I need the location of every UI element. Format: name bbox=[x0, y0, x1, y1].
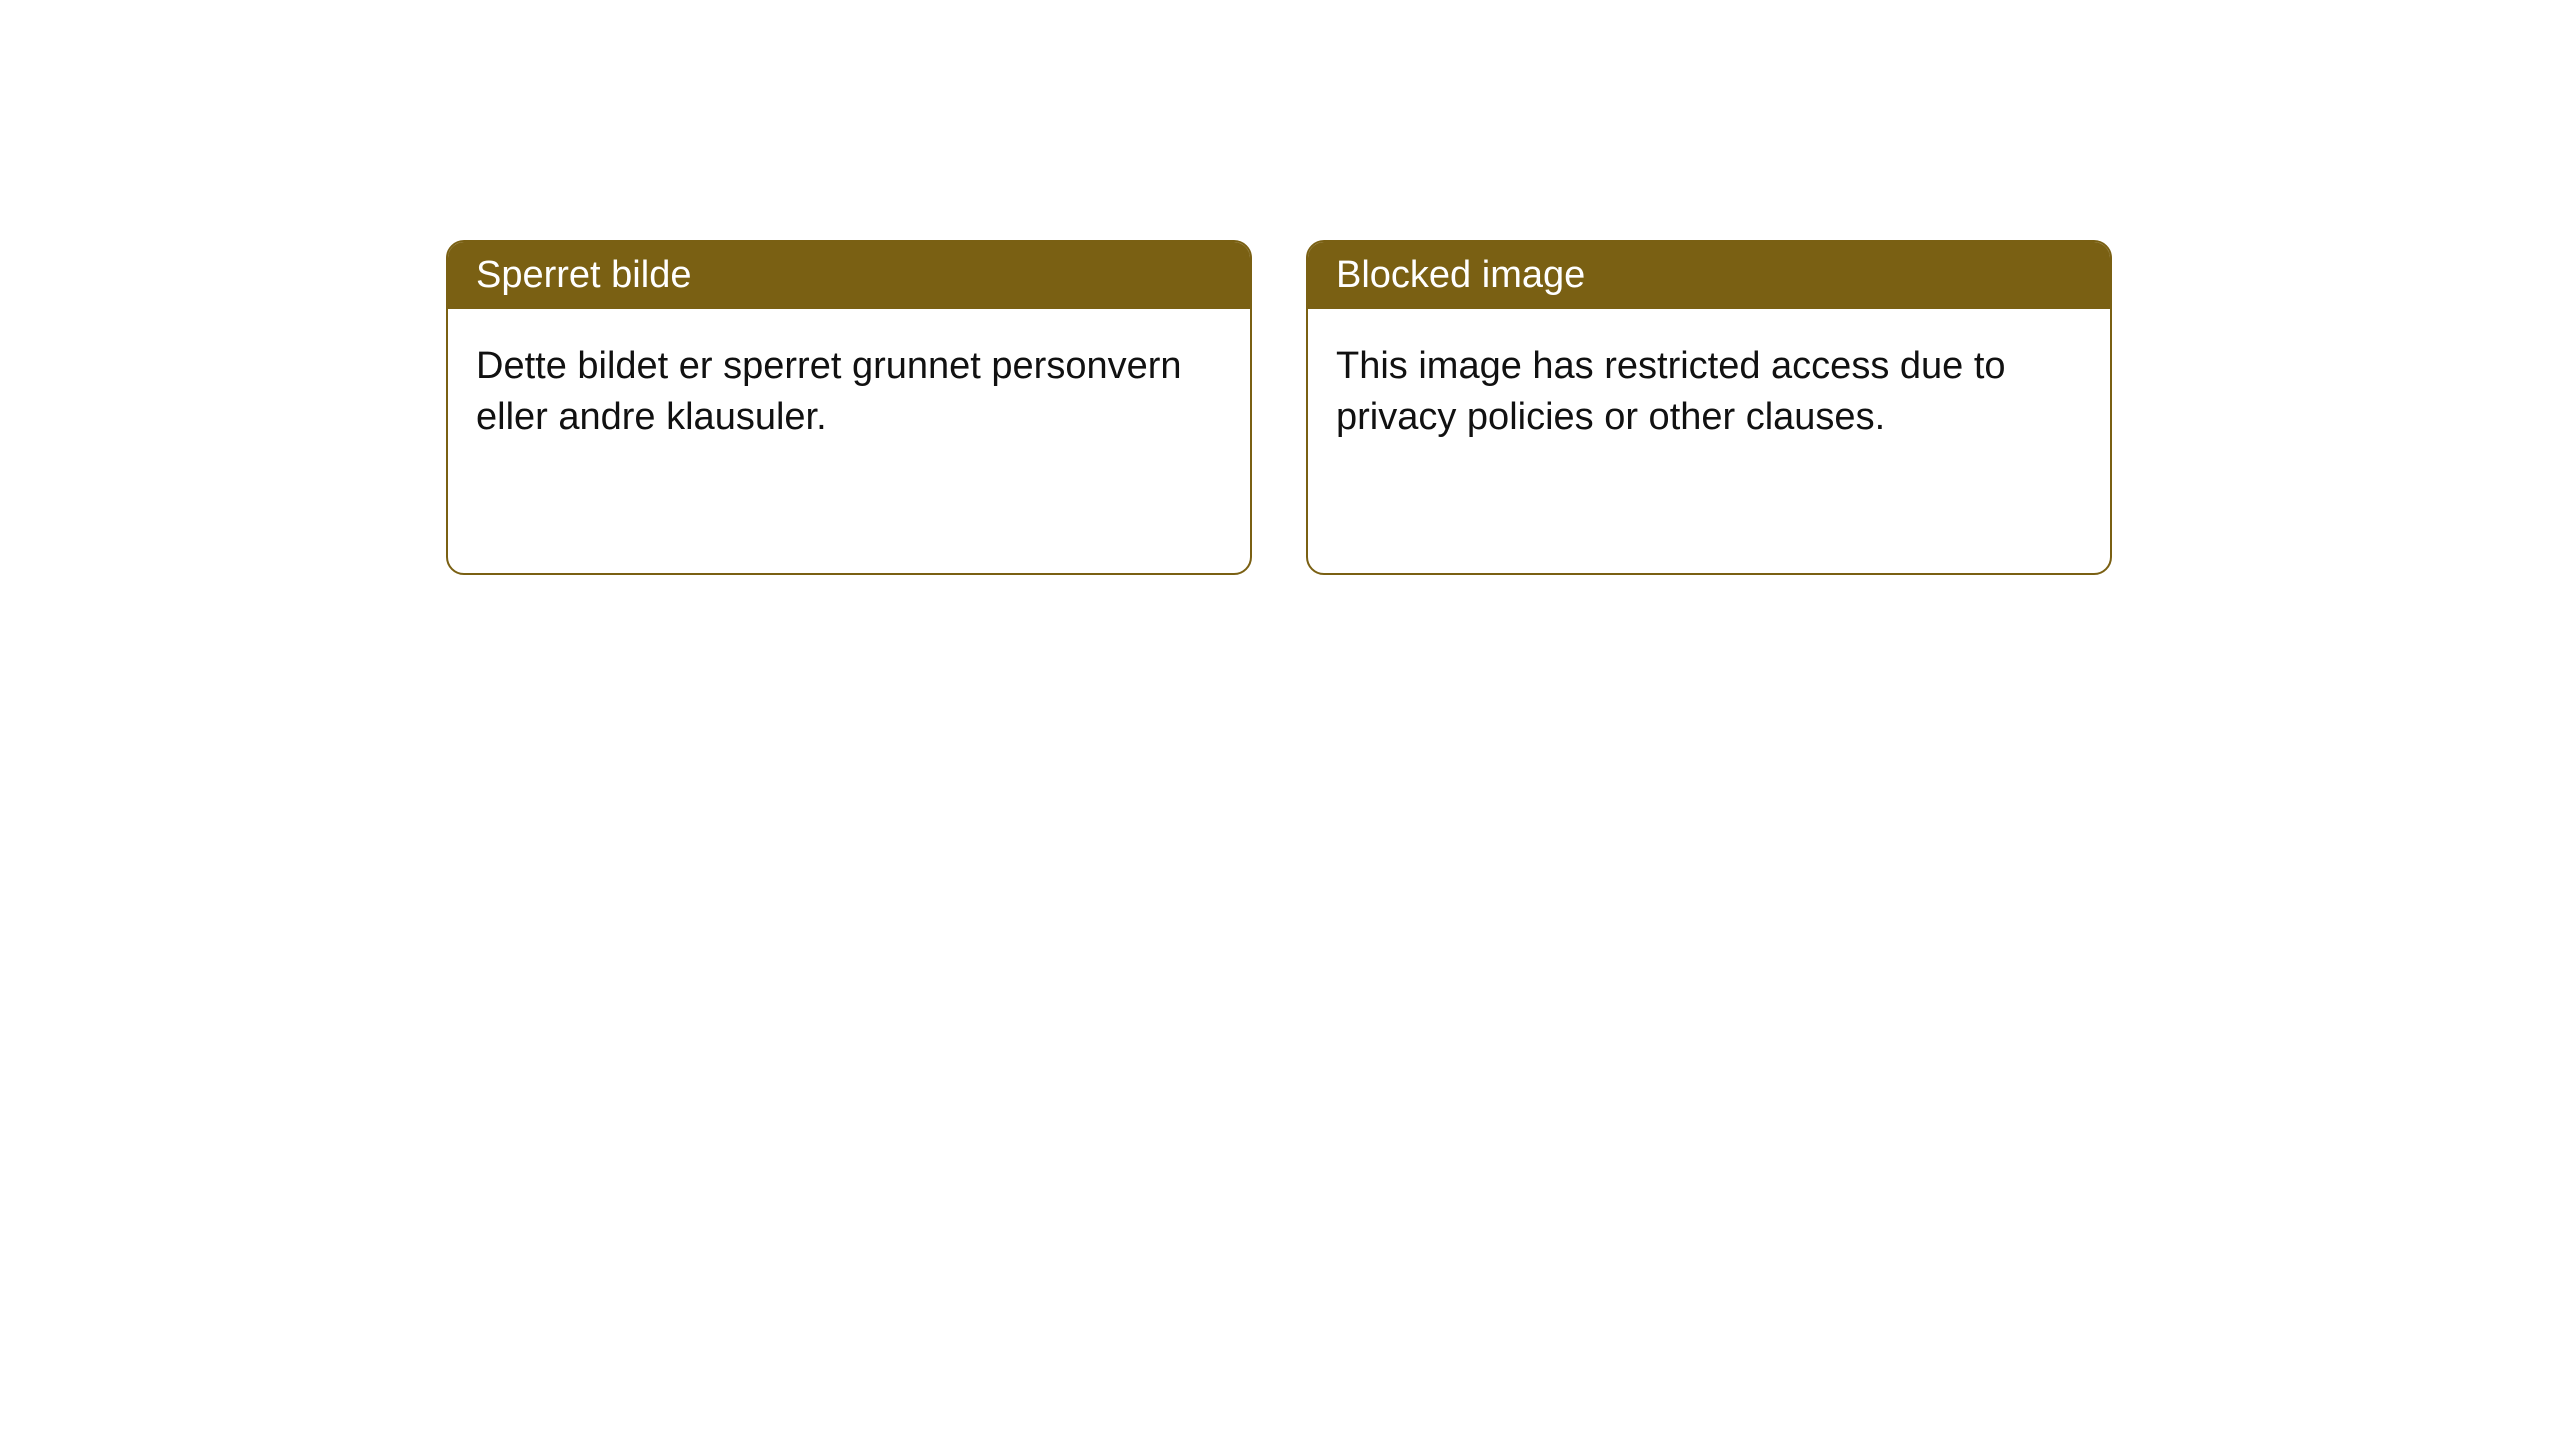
notice-body: This image has restricted access due to … bbox=[1308, 309, 2110, 476]
notice-text: Dette bildet er sperret grunnet personve… bbox=[476, 345, 1182, 438]
notice-header: Blocked image bbox=[1308, 242, 2110, 309]
notice-box-norwegian: Sperret bilde Dette bildet er sperret gr… bbox=[446, 240, 1252, 575]
notice-box-english: Blocked image This image has restricted … bbox=[1306, 240, 2112, 575]
notice-body: Dette bildet er sperret grunnet personve… bbox=[448, 309, 1250, 476]
notice-container: Sperret bilde Dette bildet er sperret gr… bbox=[0, 0, 2560, 575]
notice-text: This image has restricted access due to … bbox=[1336, 345, 2006, 438]
notice-title: Blocked image bbox=[1336, 254, 1585, 296]
notice-title: Sperret bilde bbox=[476, 254, 691, 296]
notice-header: Sperret bilde bbox=[448, 242, 1250, 309]
